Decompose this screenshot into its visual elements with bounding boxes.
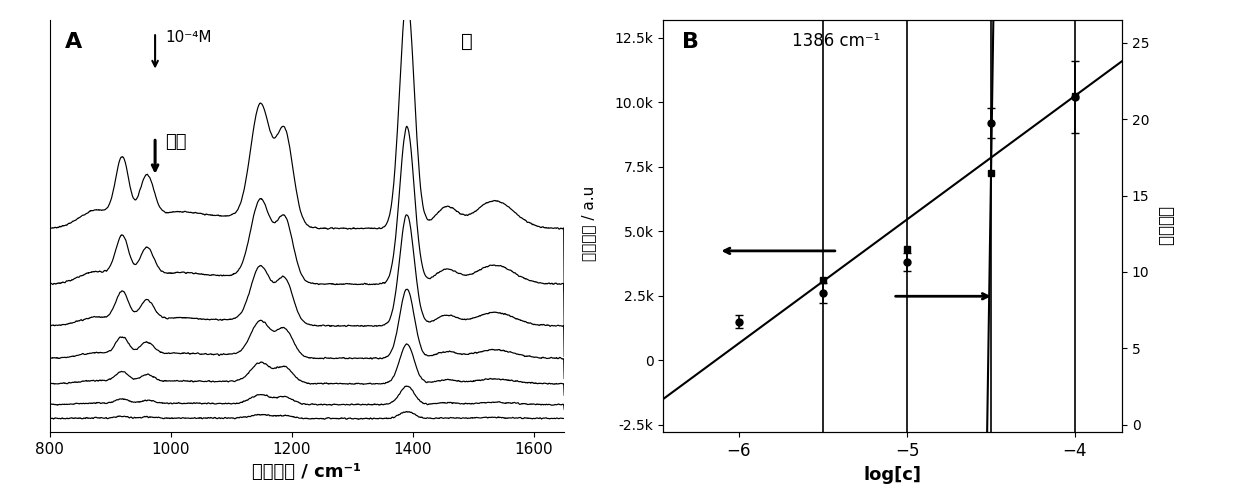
Text: 1386 cm⁻¹: 1386 cm⁻¹ xyxy=(792,32,880,50)
Text: A: A xyxy=(64,32,82,52)
X-axis label: 拉曼位移 / cm⁻¹: 拉曼位移 / cm⁻¹ xyxy=(253,463,361,481)
Text: 对照: 对照 xyxy=(165,133,187,151)
Text: B: B xyxy=(682,32,699,52)
Text: 10⁻⁴M: 10⁻⁴M xyxy=(165,30,212,45)
Text: 拉曼强度 / a.u: 拉曼强度 / a.u xyxy=(582,186,596,261)
X-axis label: log[c]: log[c] xyxy=(864,466,921,484)
Y-axis label: 相对强度: 相对强度 xyxy=(1157,206,1174,246)
Text: 梨: 梨 xyxy=(461,32,472,51)
